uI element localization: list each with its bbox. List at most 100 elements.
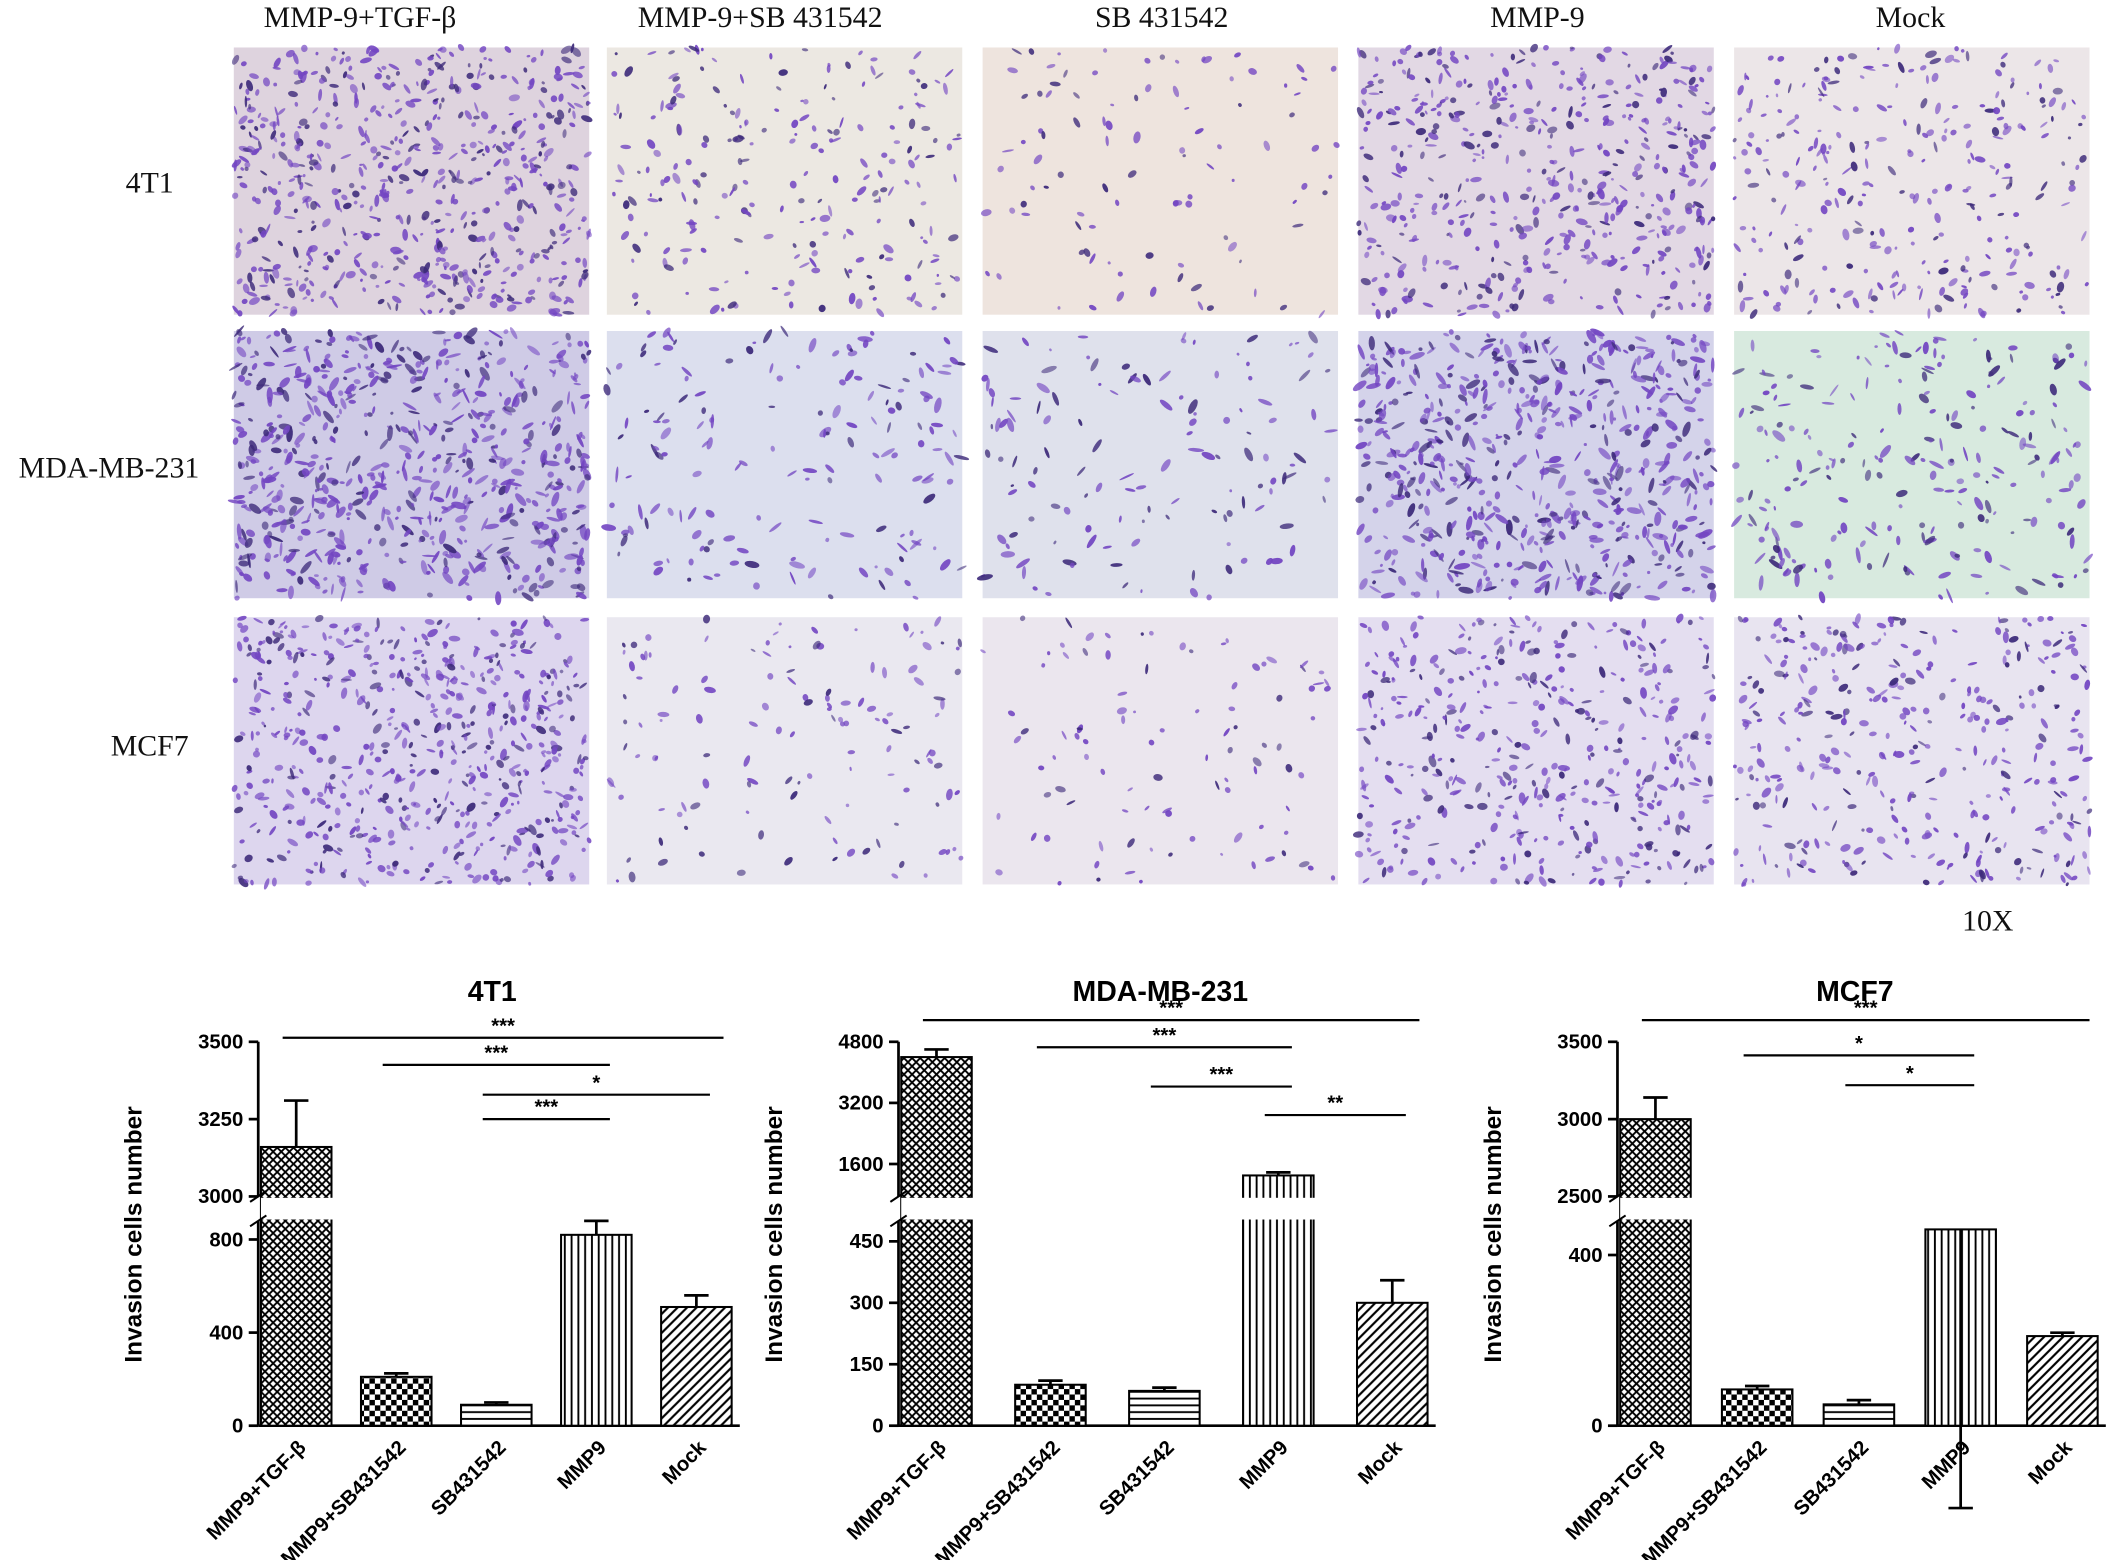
cell (502, 157, 510, 167)
cell (478, 261, 481, 269)
cell (437, 116, 441, 120)
cell (250, 135, 260, 141)
cell (449, 264, 459, 271)
cell (368, 45, 380, 53)
cell (450, 193, 455, 204)
cell (371, 261, 379, 269)
cell (523, 67, 528, 73)
cell (432, 330, 446, 335)
cell (297, 125, 302, 129)
cell (437, 175, 446, 184)
cell (543, 155, 549, 162)
cell (500, 74, 507, 79)
cell (362, 232, 372, 240)
cell (288, 90, 298, 98)
cell (334, 198, 340, 211)
cell (513, 174, 523, 184)
cell (492, 143, 497, 149)
cell (532, 112, 538, 119)
cell (432, 284, 437, 289)
column-label: MMP-9+TGF-β (264, 1, 457, 34)
cell (428, 291, 436, 298)
cell (561, 275, 568, 280)
cell (318, 88, 323, 102)
cell (398, 282, 406, 287)
cell (1642, 73, 1648, 81)
cell (432, 145, 439, 151)
cell (247, 272, 253, 283)
cell (301, 44, 308, 53)
cell (417, 277, 421, 282)
cell (317, 153, 322, 162)
cell (502, 141, 512, 151)
micrograph (1733, 613, 2093, 887)
cell (435, 262, 440, 266)
cell (533, 164, 542, 169)
cell (561, 261, 567, 266)
cell (254, 197, 261, 205)
cell (532, 205, 537, 215)
cell (298, 283, 307, 292)
cell (439, 257, 447, 262)
column-label: MMP-9+SB 431542 (638, 1, 883, 34)
cell (307, 245, 318, 253)
cell (1436, 589, 1440, 599)
cell (515, 248, 522, 253)
cell (342, 71, 348, 79)
cell (244, 166, 249, 172)
cell (539, 173, 543, 177)
cell (331, 298, 338, 308)
cell (549, 291, 556, 300)
cell (477, 286, 486, 293)
cell (322, 266, 329, 271)
cell (475, 235, 486, 243)
cell (302, 196, 310, 204)
cell (308, 159, 319, 166)
cell (556, 77, 563, 82)
cell (272, 153, 276, 159)
cell (269, 121, 279, 127)
micrograph-background (233, 47, 590, 315)
cell (437, 288, 447, 296)
cell (556, 193, 567, 198)
cell (554, 203, 563, 212)
cell (510, 271, 517, 277)
cell (467, 63, 471, 68)
cell (297, 174, 302, 186)
cell (554, 65, 561, 75)
cell (1816, 355, 1822, 359)
cell (333, 280, 340, 289)
cell (388, 63, 400, 71)
cell (244, 95, 248, 108)
cell (413, 169, 423, 177)
cell (563, 299, 568, 305)
cell (385, 74, 391, 80)
cell (376, 151, 382, 157)
cell (551, 277, 560, 281)
cell (479, 46, 487, 53)
cell (381, 65, 387, 70)
cell (565, 296, 575, 304)
cell (246, 79, 254, 92)
micrograph-background (982, 330, 1339, 599)
cell (474, 102, 479, 113)
cell (566, 164, 573, 170)
cell (238, 228, 243, 234)
micrograph (601, 325, 970, 600)
cell (581, 271, 589, 280)
cell (379, 189, 387, 197)
cell (488, 58, 493, 62)
cell (476, 68, 481, 80)
cell (921, 125, 931, 132)
cell (582, 91, 590, 98)
cell (1513, 853, 1516, 865)
cell (402, 228, 408, 241)
cell (272, 66, 281, 70)
cell (1406, 765, 1414, 769)
cell (488, 74, 495, 80)
cell (246, 291, 258, 297)
cell (334, 249, 341, 256)
cell (298, 265, 302, 269)
cell (487, 129, 495, 134)
